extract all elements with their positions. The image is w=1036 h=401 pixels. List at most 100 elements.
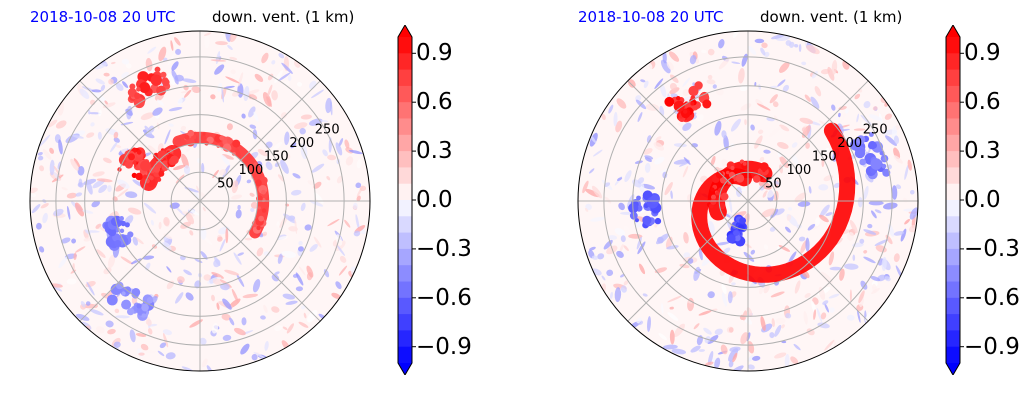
field-cell xyxy=(703,327,712,335)
field-cell xyxy=(277,174,285,182)
field-cell xyxy=(287,75,292,81)
field-cell xyxy=(858,290,865,304)
field-cell xyxy=(804,292,811,299)
field-cell xyxy=(638,263,646,275)
feature-cell xyxy=(739,217,746,225)
field-cell xyxy=(620,285,627,293)
field-cell xyxy=(253,111,259,122)
field-cell xyxy=(758,285,764,295)
colorbar-segment xyxy=(946,37,960,54)
panel-time-title: 2018-10-08 20 UTC xyxy=(30,8,176,26)
field-cell xyxy=(107,328,116,335)
field-cell xyxy=(211,272,224,279)
field-cell xyxy=(821,158,825,168)
plot-boundary xyxy=(577,30,919,372)
field-cell xyxy=(49,147,55,154)
field-cell xyxy=(240,343,250,355)
field-cell xyxy=(96,249,106,258)
field-cell xyxy=(860,280,868,290)
field-cell xyxy=(355,182,362,189)
field-cell xyxy=(884,113,892,120)
colorbar-segment xyxy=(398,265,412,282)
field-cell xyxy=(202,207,206,212)
field-cell xyxy=(597,253,605,260)
feature-cell xyxy=(131,288,141,297)
feature-cell xyxy=(160,71,167,78)
field-cell xyxy=(298,266,306,276)
field-cell xyxy=(157,350,165,357)
field-cell xyxy=(125,63,132,69)
field-cell xyxy=(839,268,845,281)
feature-cell xyxy=(148,175,152,179)
field-cell xyxy=(721,283,727,295)
field-cell xyxy=(105,320,114,328)
field-cell xyxy=(174,37,181,46)
field-cell xyxy=(236,274,245,287)
field-cell xyxy=(295,272,304,286)
colorbar-segment xyxy=(946,85,960,103)
field-cell xyxy=(356,195,361,202)
field-cell xyxy=(884,276,891,282)
field-cell xyxy=(707,48,715,56)
field-cell xyxy=(231,194,243,200)
field-cell xyxy=(311,163,325,173)
field-cell xyxy=(761,42,768,49)
field-cell xyxy=(167,73,176,86)
field-cell xyxy=(113,137,120,143)
field-cell xyxy=(194,280,202,289)
field-cell xyxy=(336,175,343,184)
field-cell xyxy=(286,323,294,334)
field-cell xyxy=(146,319,152,326)
field-cell xyxy=(145,57,153,72)
field-cell xyxy=(325,97,332,114)
field-cell xyxy=(221,313,231,321)
field-cell xyxy=(42,212,48,224)
field-cell xyxy=(98,184,108,194)
field-cell xyxy=(98,109,102,117)
feature-cell xyxy=(735,174,745,183)
field-cell xyxy=(331,292,341,299)
field-cell xyxy=(327,154,337,161)
field-cell xyxy=(71,238,77,244)
field-cell xyxy=(805,237,810,252)
feature-cell xyxy=(760,162,769,171)
field-cell xyxy=(900,228,907,242)
field-cell xyxy=(664,182,673,196)
field-cell xyxy=(182,78,197,83)
field-cell xyxy=(263,251,270,257)
field-cell xyxy=(73,252,77,260)
field-cell xyxy=(874,239,889,246)
field-cell xyxy=(231,91,240,97)
field-cell xyxy=(185,292,194,301)
colorbar-segment xyxy=(946,314,960,331)
feature-cell xyxy=(259,176,268,185)
field-cell xyxy=(773,180,780,185)
field-cell xyxy=(158,46,167,62)
field-cell xyxy=(822,300,829,305)
field-cell xyxy=(163,217,170,226)
feature-cell xyxy=(124,160,133,169)
colorbar-segment xyxy=(946,297,960,315)
feature-cell xyxy=(127,308,135,316)
field-cell xyxy=(818,184,829,191)
field-cell xyxy=(725,213,731,218)
field-cell xyxy=(336,245,345,256)
grid-spoke xyxy=(199,80,321,202)
field-cell xyxy=(31,204,41,214)
field-cell xyxy=(235,209,242,219)
field-cell xyxy=(125,266,129,272)
field-cell xyxy=(206,365,213,371)
field-cell xyxy=(251,354,258,361)
field-cell xyxy=(831,104,836,111)
field-cell xyxy=(801,61,807,66)
field-cell xyxy=(356,158,362,169)
colorbar-segment xyxy=(398,281,412,299)
field-cell xyxy=(759,156,765,162)
field-cell xyxy=(103,72,110,77)
field-cell xyxy=(283,213,297,224)
field-cell xyxy=(327,218,340,227)
field-cell xyxy=(150,219,154,226)
field-cell xyxy=(280,112,288,119)
field-cell xyxy=(798,44,802,52)
field-cell xyxy=(704,361,714,366)
